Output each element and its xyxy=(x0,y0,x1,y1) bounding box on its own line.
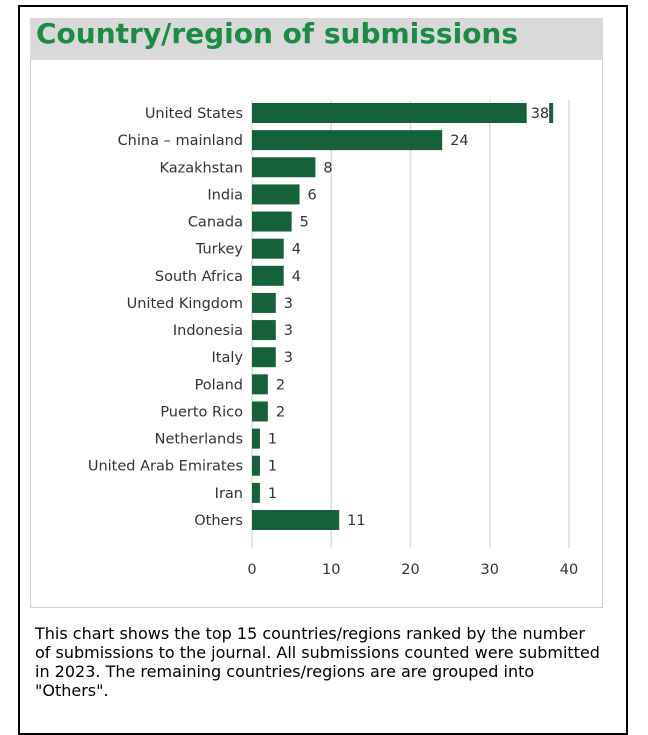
value-label: 24 xyxy=(450,133,468,149)
x-tick-label: 10 xyxy=(322,562,340,578)
title-band xyxy=(30,18,603,60)
bar xyxy=(252,211,292,232)
value-label: 38 xyxy=(531,106,549,122)
y-tick-label: Puerto Rico xyxy=(160,404,243,420)
value-label: 5 xyxy=(300,215,309,231)
value-label: 1 xyxy=(268,432,277,448)
y-tick-label: Turkey xyxy=(195,242,244,258)
y-tick-label: Italy xyxy=(212,350,244,366)
bar xyxy=(252,374,268,395)
value-label: 1 xyxy=(268,459,277,475)
bar xyxy=(252,238,284,259)
y-tick-label: China – mainland xyxy=(118,133,243,149)
bar xyxy=(252,320,276,341)
y-tick-label: Canada xyxy=(188,215,243,231)
bar xyxy=(252,103,554,123)
bar xyxy=(252,292,276,313)
bar xyxy=(252,401,268,422)
value-label: 4 xyxy=(292,269,301,285)
caption: This chart shows the top 15 countries/re… xyxy=(35,624,600,700)
value-label: 2 xyxy=(276,377,285,393)
bar xyxy=(252,455,260,476)
y-tick-label: Kazakhstan xyxy=(159,160,243,176)
x-tick-label: 30 xyxy=(481,562,499,578)
value-label: 3 xyxy=(284,350,293,366)
value-label: 11 xyxy=(347,513,365,529)
x-tick-label: 20 xyxy=(401,562,419,578)
y-tick-label: Others xyxy=(194,513,243,529)
bar xyxy=(252,130,443,151)
value-label: 6 xyxy=(308,187,317,203)
value-label: 2 xyxy=(276,404,285,420)
bar xyxy=(252,482,260,503)
y-tick-label: United Kingdom xyxy=(127,296,243,312)
value-label: 3 xyxy=(284,296,293,312)
y-tick-label: South Africa xyxy=(155,269,243,285)
y-tick-label: United Arab Emirates xyxy=(88,459,243,475)
y-tick-label: Indonesia xyxy=(173,323,243,339)
bar xyxy=(252,510,340,530)
value-label: 8 xyxy=(323,160,332,176)
bar xyxy=(252,265,284,286)
bar xyxy=(252,428,260,449)
x-tick-label: 0 xyxy=(247,562,256,578)
value-label: 4 xyxy=(292,242,301,258)
x-tick-label: 40 xyxy=(560,562,578,578)
bar xyxy=(252,157,316,178)
value-label: 1 xyxy=(268,486,277,502)
y-tick-label: United States xyxy=(145,106,243,122)
bar xyxy=(252,347,276,368)
y-tick-label: Iran xyxy=(215,486,243,502)
value-label-bg xyxy=(526,103,550,123)
y-tick-label: India xyxy=(207,187,243,203)
value-label: 3 xyxy=(284,323,293,339)
bar xyxy=(252,184,300,205)
chart-title: Country/region of submissions xyxy=(36,17,519,50)
y-tick-label: Netherlands xyxy=(155,432,243,448)
y-tick-label: Poland xyxy=(195,377,243,393)
